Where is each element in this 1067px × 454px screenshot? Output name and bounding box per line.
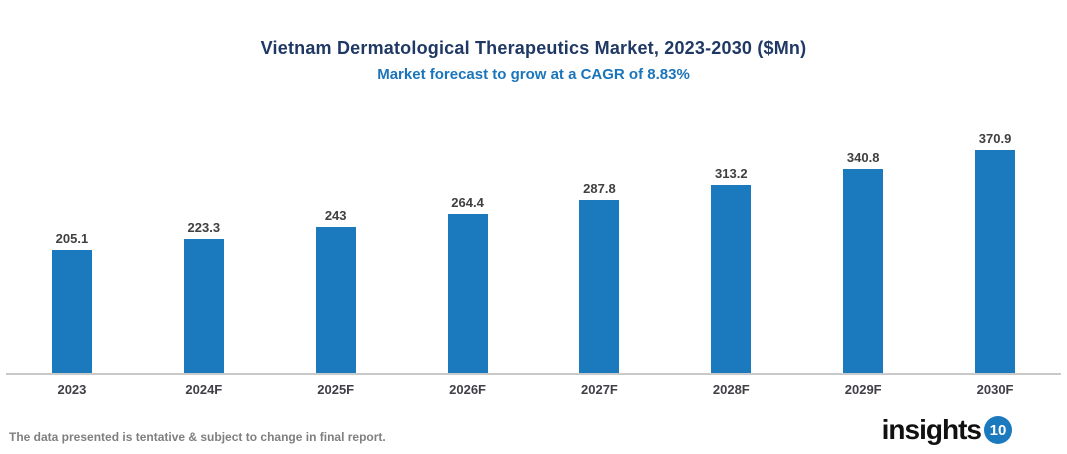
- x-axis-label: 2030F: [976, 382, 1014, 397]
- bar-value-label: 313.2: [715, 166, 748, 182]
- x-axis-line: [6, 373, 1061, 375]
- bar-column: 313.2: [665, 166, 797, 373]
- bar-value-label: 287.8: [583, 181, 616, 197]
- bar: [843, 168, 884, 373]
- bar-column: 370.9: [929, 131, 1061, 373]
- bar-column: 340.8: [797, 150, 929, 373]
- bar-value-label: 205.1: [55, 230, 89, 246]
- x-axis-label: 2026F: [449, 382, 486, 397]
- bar: [711, 185, 752, 373]
- bar-column: 264.4: [402, 195, 534, 373]
- footer: The data presented is tentative & subjec…: [0, 402, 1067, 454]
- x-axis-label: 2028F: [712, 382, 750, 397]
- bar: [183, 239, 224, 373]
- bar-value-label: 340.8: [846, 149, 880, 165]
- x-axis-label: 2024F: [185, 382, 223, 397]
- chart-title: Vietnam Dermatological Therapeutics Mark…: [260, 38, 807, 58]
- bar-column: 205.1: [6, 231, 138, 373]
- insights10-logo: insights 10: [882, 414, 1012, 446]
- bar-value-label: 243: [324, 208, 347, 224]
- bar-column: 243: [270, 208, 402, 373]
- x-axis-label: 2027F: [581, 382, 618, 397]
- bar-value-label: 223.3: [187, 220, 221, 236]
- bar: [579, 200, 620, 373]
- bar: [447, 214, 488, 373]
- bar-column: 223.3: [138, 220, 270, 373]
- x-axis-label: 2029F: [844, 382, 882, 397]
- bar-plot-area: 205.1 223.3 243 264.4 287.8 313.2 340.8 370.9: [6, 121, 1061, 373]
- x-axis-label: 2023: [57, 382, 87, 397]
- bar-value-label: 370.9: [978, 131, 1012, 147]
- x-axis-label: 2025F: [317, 382, 355, 397]
- bar-value-label: 264.4: [451, 195, 484, 211]
- bar: [51, 249, 92, 373]
- x-axis-labels-row: 2023 2024F 2025F 2026F 2027F 2028F 2029F 2030F: [6, 382, 1061, 397]
- bar: [315, 227, 356, 373]
- footer-note: The data presented is tentative & subjec…: [9, 430, 386, 444]
- logo-text: insights: [881, 414, 982, 445]
- chart-subtitle: Market forecast to grow at a CAGR of 8.8…: [377, 66, 690, 83]
- logo-badge-10-icon: 10: [984, 416, 1012, 444]
- bar: [975, 150, 1016, 373]
- bar-column: 287.8: [534, 181, 666, 373]
